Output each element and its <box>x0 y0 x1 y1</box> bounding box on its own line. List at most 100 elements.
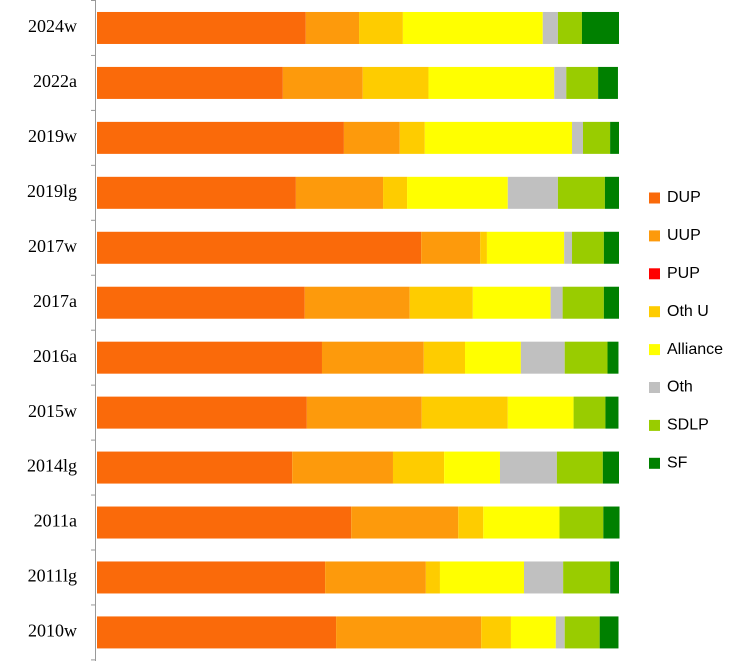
legend-swatch <box>649 382 660 393</box>
bar-segment <box>97 121 344 154</box>
category-label: 2024w <box>28 16 77 36</box>
category-label: 2019lg <box>27 181 77 201</box>
bar-segment <box>499 451 557 484</box>
bar-segment <box>351 506 459 539</box>
bar-segment <box>564 616 600 649</box>
legend-label: PUP <box>667 265 700 282</box>
bar-segment <box>392 451 445 484</box>
bar-segment <box>566 66 599 99</box>
category-label: 2014lg <box>27 456 77 476</box>
bar-segment <box>610 561 619 594</box>
category-label: 2022a <box>33 71 77 91</box>
bar-segment <box>399 121 425 154</box>
bar-segment <box>97 506 352 539</box>
legend-label: SDLP <box>667 417 709 434</box>
bar-segment <box>605 396 619 429</box>
bar-segment <box>304 286 410 319</box>
bar-segment <box>507 396 574 429</box>
bar-segment <box>421 231 481 264</box>
legend-label: Oth <box>667 379 693 396</box>
category-label: 2019w <box>28 126 77 146</box>
bar-segment <box>603 286 619 319</box>
bar-segment <box>336 616 482 649</box>
bar-segment <box>559 506 604 539</box>
bar-segment <box>599 616 619 649</box>
bar-segment <box>282 66 363 99</box>
category-label: 2015w <box>28 401 77 421</box>
bar-segment <box>557 11 582 44</box>
bar-segment <box>306 396 422 429</box>
bar-segment <box>97 341 322 374</box>
bar-segment <box>550 286 563 319</box>
bar-segment <box>472 286 551 319</box>
bar-segment <box>428 66 555 99</box>
bar-segment <box>425 561 440 594</box>
legend-label: Alliance <box>667 341 723 358</box>
category-label: 2017w <box>28 236 77 256</box>
category-label: 2011a <box>34 511 77 531</box>
category-label: 2017a <box>33 291 77 311</box>
bar-segment <box>97 231 422 264</box>
bar-segment <box>555 616 565 649</box>
bar-segment <box>97 451 293 484</box>
bar-segment <box>481 616 511 649</box>
bar-segment <box>97 11 306 44</box>
bar-segment <box>604 176 619 209</box>
bar-segment <box>602 451 619 484</box>
bar-segment <box>520 341 565 374</box>
bar-segment <box>554 66 567 99</box>
bar-segment <box>603 506 620 539</box>
bar-segment <box>444 451 500 484</box>
bar-segment <box>359 11 403 44</box>
bar-segment <box>97 176 296 209</box>
legend-swatch <box>649 306 660 318</box>
bar-segment <box>97 396 307 429</box>
bar-segment <box>465 341 521 374</box>
bar-segment <box>97 616 337 649</box>
bar-segment <box>483 506 560 539</box>
bar-segment <box>305 11 360 44</box>
bar-segment <box>581 11 619 44</box>
bar-segment <box>564 231 573 264</box>
bar-segment <box>573 396 606 429</box>
legend-label: Oth U <box>667 303 709 320</box>
bar-segment <box>421 396 508 429</box>
bar-segment <box>563 561 611 594</box>
bar-segment <box>409 286 473 319</box>
bar-segment <box>582 121 611 154</box>
bar-segment <box>607 341 619 374</box>
legend-swatch <box>649 268 660 280</box>
legend-swatch <box>649 457 660 469</box>
legend-swatch <box>649 230 660 242</box>
bar-segment <box>423 341 466 374</box>
bar-segment <box>325 561 426 594</box>
bar-segment <box>562 286 604 319</box>
bar-segment <box>407 176 508 209</box>
bar-segment <box>523 561 564 594</box>
bar-segment <box>610 121 619 154</box>
bar-segment <box>97 561 326 594</box>
category-label: 2011lg <box>28 566 77 586</box>
bar-segment <box>603 231 619 264</box>
bar-segment <box>292 451 393 484</box>
bar-segment <box>362 66 429 99</box>
bar-segment <box>598 66 618 99</box>
bar-segment <box>439 561 524 594</box>
bar-segment <box>480 231 487 264</box>
category-label: 2010w <box>28 621 77 641</box>
bar-segment <box>97 66 283 99</box>
bar-segment <box>572 121 583 154</box>
category-label: 2016a <box>33 346 77 366</box>
bar-segment <box>507 176 558 209</box>
bar-segment <box>564 341 608 374</box>
legend-label: DUP <box>667 189 701 206</box>
bar-segment <box>321 341 424 374</box>
bar-segment <box>383 176 408 209</box>
legend-label: UUP <box>667 227 701 244</box>
bar-segment <box>542 11 558 44</box>
bar-segment <box>556 451 603 484</box>
legend-label: SF <box>667 455 688 472</box>
bar-segment <box>572 231 604 264</box>
